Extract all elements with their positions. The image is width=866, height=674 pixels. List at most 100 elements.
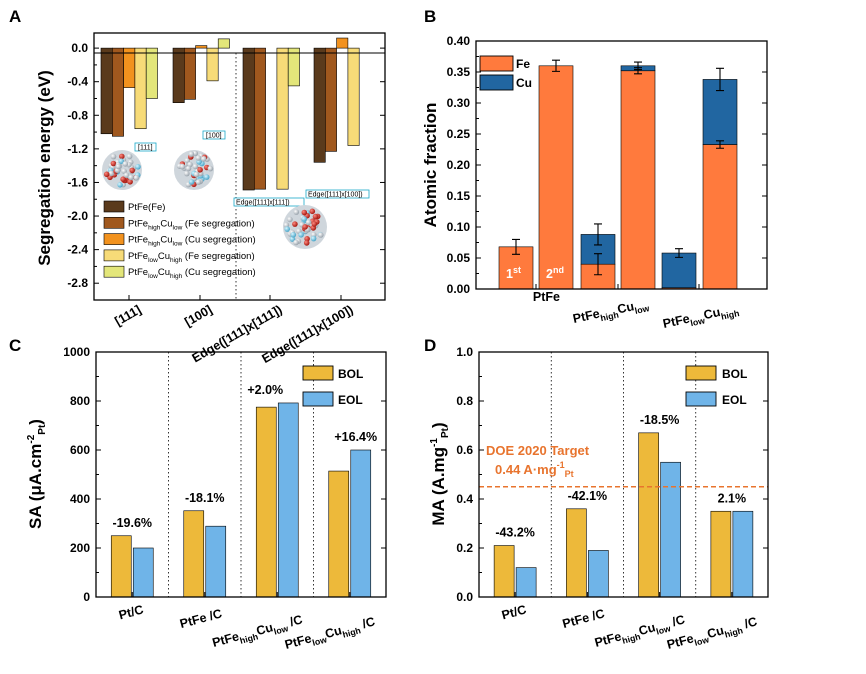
atom: [290, 232, 297, 238]
atom: [287, 216, 293, 223]
panel-b-bars: [498, 59, 738, 290]
c-change-annotation: +2.0%: [247, 383, 283, 397]
segregation-bar: [184, 47, 196, 100]
legend-fe-swatch: [479, 55, 514, 72]
atom: [310, 235, 317, 242]
segregation-bar: [313, 47, 326, 163]
atom: [184, 157, 190, 164]
bol-bar: [638, 432, 659, 598]
panel-b-ytick-label: 0.05: [447, 251, 471, 265]
d-ytick-label: 1.0: [456, 345, 473, 359]
atom: [128, 174, 134, 181]
error-bar: [675, 248, 683, 258]
panel-a-letter: A: [9, 7, 21, 26]
atom: [197, 167, 203, 173]
inset-100-cluster: [100]: [174, 130, 226, 190]
panel-d-bars: [493, 352, 769, 598]
c-change-annotation: +16.4%: [334, 430, 377, 444]
inset-edge111-label: Edge([111]x[111]): [233, 197, 305, 207]
panel-c-legend: BOL EOL: [302, 365, 363, 407]
legend-cu-label: Cu: [516, 76, 532, 90]
atom: [293, 209, 300, 215]
panel-a-y-axis-label: Segregation energy (eV): [35, 70, 54, 266]
d-ytick-label: 0.8: [456, 394, 473, 408]
error-bar: [594, 223, 602, 246]
panel-a-ytick-label: -0.4: [67, 75, 88, 89]
d-change-annotation: -42.1%: [568, 489, 608, 503]
panel-b-ytick-label: 0.25: [447, 127, 471, 141]
legend-swatch: [103, 249, 125, 262]
c-xtick-label: PtFehighCulow /C: [211, 612, 305, 652]
panel-a-ytick-label: 0.0: [71, 41, 88, 55]
atom: [129, 167, 135, 174]
doe-target-value: 0.44 A·mg-1Pt: [495, 460, 574, 479]
c-ytick-label: 1000: [63, 345, 90, 359]
atom: [110, 153, 117, 160]
error-bar: [552, 59, 560, 72]
d-xtick-label: PtFehighCulow /C: [593, 612, 687, 652]
panel-b-ytick-label: 0.20: [447, 158, 471, 172]
c-ytick-label: 600: [70, 443, 90, 457]
eol-bar: [205, 525, 227, 598]
doe-target-label: DOE 2020 Target: [486, 443, 590, 458]
legend-eol-label-c: EOL: [338, 393, 363, 407]
c-xtick-label: PtFelowCuhigh /C: [283, 614, 377, 654]
eol-bar: [350, 449, 372, 598]
atom: [304, 236, 310, 242]
panel-a-xtick-label: [111]: [112, 302, 143, 328]
panel-b-ytick-label: 0.40: [447, 34, 471, 48]
eol-bar: [732, 510, 754, 598]
atom: [185, 165, 192, 172]
segregation-bar: [195, 45, 208, 49]
eol-bar: [660, 461, 681, 598]
panel-d-chart: 0.0 0.2 0.4 0.6 0.8 1.0 Pt/C PtFe /CPtFehighCu…: [429, 345, 769, 654]
eol-bar: [515, 567, 537, 598]
d-xtick-label: PtFe /C: [561, 606, 606, 631]
legend-label: PtFehighCulow (Cu segregation): [128, 235, 256, 248]
panel-d-annotations: -43.2% -42.1% -18.5% 2.1%: [495, 413, 746, 540]
atom: [318, 232, 324, 238]
d-ytick-label: 0.0: [456, 590, 473, 604]
inset-edge100-text: Edge([111]x[100]): [308, 192, 363, 199]
c-xtick-label: PtFe /C: [178, 606, 223, 631]
atom: [195, 155, 202, 161]
atom: [127, 179, 133, 185]
segregation-bar: [100, 47, 113, 135]
d-ytick-label: 0.2: [456, 541, 473, 555]
segregation-bar: [324, 47, 337, 152]
panel-a-ytick-label: -2.4: [67, 243, 88, 257]
segregation-bar: [145, 47, 158, 99]
legend-eol-label-d: EOL: [722, 393, 747, 407]
panel-c-bars: [110, 352, 387, 598]
eol-bar: [132, 547, 154, 598]
atom: [188, 151, 195, 157]
atom: [135, 164, 141, 170]
panel-b-ytick-label: 0.35: [447, 65, 471, 79]
atom: [200, 156, 207, 162]
panel-a-x-ticks: [111] [100]Edge([111]x[111])Edge([111]x[1…: [112, 295, 356, 366]
bol-bar: [110, 535, 132, 598]
eol-bar: [588, 550, 609, 598]
d-ytick-label: 0.6: [456, 443, 473, 457]
segregation-bar: [172, 47, 185, 103]
atom: [188, 179, 195, 185]
atom: [301, 216, 307, 222]
panel-b-letter: B: [424, 7, 436, 26]
panel-c-y-ticks: 0 200 400 600 800 1000: [63, 345, 386, 604]
d-xtick-label: PtFelowCuhigh /C: [665, 614, 759, 654]
d-change-annotation: 2.1%: [718, 491, 747, 505]
c-change-annotation: -19.6%: [112, 516, 152, 530]
atom: [292, 221, 298, 227]
bol-bar: [183, 510, 205, 598]
atom: [126, 153, 133, 160]
d-change-annotation: -18.5%: [640, 413, 680, 427]
segregation-bar: [206, 47, 219, 82]
segregation-bar: [276, 47, 289, 190]
segregation-bar: [242, 47, 255, 191]
panel-b-xtick-label: PtFehighCulow: [572, 296, 651, 329]
inset-edge100-cluster: Edge([111]x[100]): [283, 189, 370, 249]
atom: [301, 209, 308, 216]
bol-bar: [710, 510, 732, 598]
